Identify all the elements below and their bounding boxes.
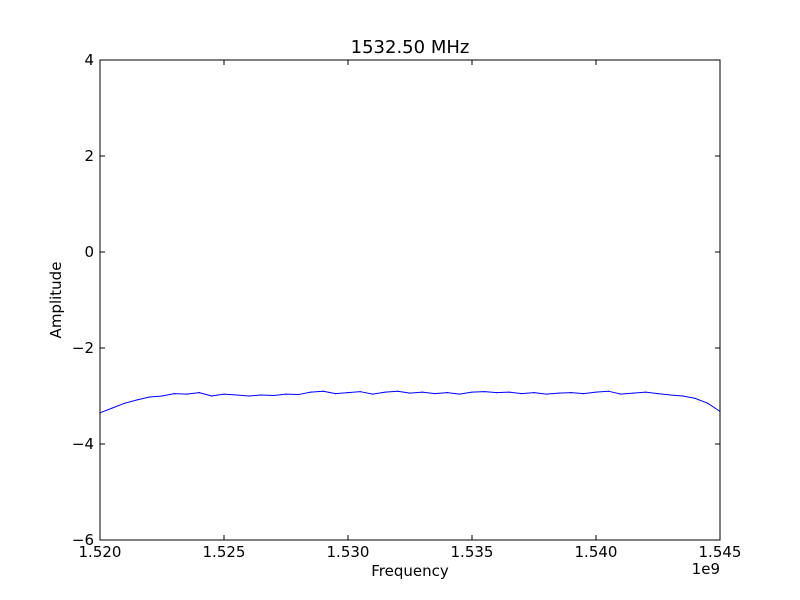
data-point [434, 393, 436, 395]
data-point [359, 391, 361, 393]
y-tick-label: 0 [84, 243, 94, 261]
data-point [533, 392, 535, 394]
data-point [260, 394, 262, 396]
x-tick-label: 1.545 [699, 543, 742, 561]
data-point [384, 391, 386, 393]
data-point [545, 393, 548, 395]
data-point [682, 395, 684, 397]
y-tick-label: 4 [84, 51, 94, 69]
x-tick-label: 1.520 [79, 543, 122, 561]
y-tick-label: −2 [72, 339, 94, 357]
data-point [273, 394, 275, 397]
data-point [446, 392, 448, 394]
plot-frame [99, 59, 721, 541]
data-point [409, 392, 411, 394]
data-point [161, 395, 163, 397]
y-axis-label: Amplitude [47, 262, 65, 339]
data-point [347, 392, 349, 394]
data-point [372, 393, 374, 395]
data-point [322, 390, 324, 392]
data-point [620, 393, 622, 395]
data-point [669, 394, 672, 396]
y-tick-label: −4 [72, 435, 94, 453]
y-tick-label: −6 [72, 531, 94, 549]
data-point [297, 393, 299, 396]
series-line [99, 390, 721, 414]
data-point [471, 391, 473, 393]
data-point [694, 397, 696, 399]
data-point [607, 390, 610, 392]
x-tick-label: 1.530 [327, 543, 370, 561]
chart-title: 1532.50 MHz [351, 37, 470, 58]
data-point [508, 391, 510, 393]
data-point [149, 396, 151, 398]
data-point [223, 393, 225, 395]
data-point [421, 391, 423, 393]
data-point [285, 393, 287, 395]
data-point [657, 393, 659, 395]
data-point [459, 393, 461, 395]
data-point [397, 390, 399, 392]
data-point [707, 402, 709, 404]
x-tick-label: 1.525 [203, 543, 246, 561]
data-point [483, 391, 485, 393]
data-point [136, 399, 138, 401]
data-point [186, 393, 188, 395]
data-point [111, 407, 113, 409]
x-tick-label: 1.540 [575, 543, 618, 561]
data-point [570, 392, 572, 394]
data-point [595, 391, 597, 393]
data-point [211, 395, 213, 397]
data-point [558, 392, 560, 394]
y-tick-label: 2 [84, 147, 94, 165]
data-point [645, 391, 647, 393]
data-point [235, 394, 237, 396]
data-point [248, 395, 250, 397]
data-point [124, 402, 126, 404]
data-point [198, 392, 200, 394]
data-point [583, 393, 585, 395]
data-point [521, 393, 523, 395]
data-point [173, 393, 175, 395]
data-point [632, 392, 634, 394]
x-axis-label: Frequency [371, 562, 449, 580]
data-point [496, 392, 498, 394]
data-point [335, 393, 337, 395]
data-point [310, 391, 312, 393]
x-offset-label: 1e9 [692, 560, 720, 578]
x-tick-label: 1.535 [451, 543, 494, 561]
